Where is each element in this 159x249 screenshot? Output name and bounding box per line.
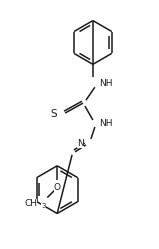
Text: S: S	[51, 109, 57, 119]
Text: O: O	[54, 183, 61, 192]
Text: 3: 3	[41, 202, 46, 209]
Text: N: N	[77, 139, 84, 148]
Text: NH: NH	[99, 79, 112, 88]
Text: NH: NH	[99, 119, 112, 127]
Text: CH: CH	[24, 199, 37, 208]
